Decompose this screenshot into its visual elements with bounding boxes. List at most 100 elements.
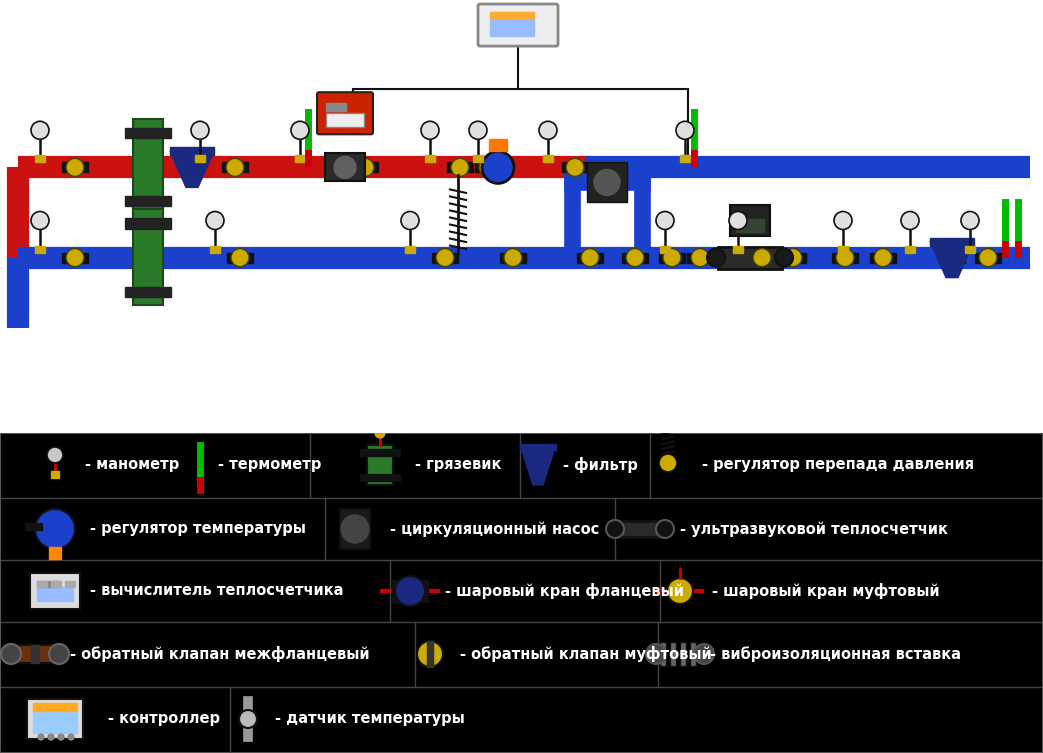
Circle shape — [901, 212, 919, 230]
Bar — [33, 711, 77, 733]
Bar — [870, 252, 878, 263]
Bar — [37, 581, 47, 587]
Bar — [392, 580, 399, 602]
Bar — [340, 509, 370, 549]
Bar — [520, 444, 556, 450]
Text: - регулятор перепада давления: - регулятор перепада давления — [702, 458, 974, 472]
Bar — [65, 581, 75, 587]
Bar — [351, 163, 360, 172]
Bar — [31, 645, 39, 663]
Bar — [27, 699, 83, 739]
Bar — [472, 155, 483, 163]
Bar — [687, 252, 695, 263]
Bar — [993, 252, 1001, 263]
Text: - шаровый кран муфтовый: - шаровый кран муфтовый — [712, 583, 940, 599]
Bar — [587, 163, 627, 203]
Bar — [660, 245, 670, 252]
Circle shape — [656, 212, 674, 230]
Circle shape — [729, 212, 747, 230]
Circle shape — [68, 734, 74, 740]
Bar — [939, 252, 947, 263]
Circle shape — [626, 248, 644, 267]
Bar — [957, 252, 965, 263]
Circle shape — [606, 520, 624, 538]
Bar — [832, 252, 840, 263]
Text: - циркуляционный насос: - циркуляционный насос — [390, 521, 600, 537]
Bar — [80, 252, 88, 263]
Polygon shape — [520, 445, 556, 485]
Text: - манометр: - манометр — [84, 458, 179, 472]
Bar — [660, 642, 666, 666]
Circle shape — [66, 158, 84, 176]
Bar — [475, 163, 483, 172]
Circle shape — [784, 248, 802, 267]
Circle shape — [334, 157, 356, 178]
Circle shape — [38, 734, 44, 740]
Circle shape — [401, 212, 419, 230]
Circle shape — [48, 734, 54, 740]
Circle shape — [656, 520, 674, 538]
Bar — [195, 155, 205, 163]
Circle shape — [356, 158, 374, 176]
Circle shape — [539, 121, 557, 139]
Text: - фильтр: - фильтр — [563, 457, 638, 473]
Circle shape — [595, 169, 620, 196]
Bar — [500, 252, 508, 263]
Bar — [780, 252, 789, 263]
Circle shape — [231, 248, 249, 267]
FancyBboxPatch shape — [317, 92, 373, 134]
Circle shape — [979, 248, 997, 267]
Circle shape — [291, 121, 309, 139]
Bar — [62, 163, 70, 172]
Bar — [888, 252, 896, 263]
Text: - обратный клапан межфланцевый: - обратный клапан межфланцевый — [70, 646, 369, 662]
Bar — [227, 252, 235, 263]
Bar — [13, 645, 57, 663]
Bar — [33, 703, 77, 711]
Bar — [125, 218, 171, 228]
Bar — [965, 245, 975, 252]
Bar — [659, 252, 668, 263]
Circle shape — [451, 158, 469, 176]
Bar — [749, 252, 757, 263]
Bar — [622, 252, 630, 263]
Bar — [580, 163, 588, 172]
Bar — [680, 642, 686, 666]
Circle shape — [341, 515, 369, 543]
Bar — [705, 252, 713, 263]
Circle shape — [692, 248, 709, 267]
Circle shape — [191, 121, 209, 139]
Bar — [733, 245, 743, 252]
Bar — [51, 471, 59, 478]
Bar — [326, 103, 346, 111]
Bar — [326, 113, 364, 127]
Bar — [80, 163, 88, 172]
Bar — [850, 252, 858, 263]
Text: - виброизоляционная вставка: - виброизоляционная вставка — [710, 646, 961, 662]
Bar — [670, 642, 676, 666]
Text: - грязевик: - грязевик — [415, 458, 502, 472]
Bar — [730, 206, 770, 236]
Circle shape — [874, 248, 892, 267]
Bar — [690, 642, 696, 666]
Bar — [37, 587, 73, 601]
Bar — [562, 163, 571, 172]
Circle shape — [226, 158, 244, 176]
Bar — [134, 119, 163, 215]
Circle shape — [707, 248, 725, 267]
Bar — [51, 581, 60, 587]
Bar — [222, 163, 231, 172]
Text: - датчик температуры: - датчик температуры — [275, 712, 465, 727]
Bar — [425, 155, 435, 163]
Bar — [595, 252, 603, 263]
Bar — [905, 245, 915, 252]
Circle shape — [417, 641, 443, 667]
Bar — [490, 12, 534, 18]
Circle shape — [646, 644, 666, 664]
Bar — [680, 155, 690, 163]
Bar — [975, 252, 983, 263]
Bar — [930, 237, 974, 245]
Bar — [465, 163, 472, 172]
Bar — [360, 474, 401, 481]
Bar — [125, 197, 171, 206]
